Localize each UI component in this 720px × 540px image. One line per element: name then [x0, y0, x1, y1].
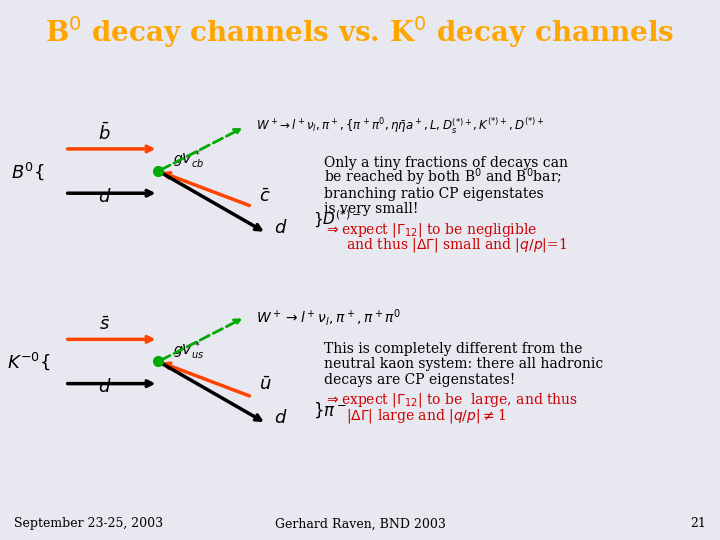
Text: $gV_{cb}^*$: $gV_{cb}^*$	[173, 149, 204, 171]
Text: $\bar{s}$: $\bar{s}$	[99, 316, 110, 334]
Text: $\Rightarrow$expect $|\Gamma_{12}|$ to be negligible: $\Rightarrow$expect $|\Gamma_{12}|$ to b…	[324, 220, 537, 239]
Text: $d$: $d$	[98, 379, 111, 396]
Text: $\bar{b}$: $\bar{b}$	[98, 123, 111, 144]
Text: $W^+\to l^+\nu_l, \pi^+, \pi^+\pi^0$: $W^+\to l^+\nu_l, \pi^+, \pi^+\pi^0$	[256, 307, 401, 328]
Text: B$^0$ decay channels vs. K$^0$ decay channels: B$^0$ decay channels vs. K$^0$ decay cha…	[45, 15, 675, 50]
Text: Only a tiny fractions of decays can: Only a tiny fractions of decays can	[324, 156, 568, 170]
Text: Gerhard Raven, BND 2003: Gerhard Raven, BND 2003	[274, 517, 446, 530]
Text: $K^{-0}\{$: $K^{-0}\{$	[7, 350, 50, 372]
Text: $d$: $d$	[274, 409, 287, 428]
Text: $\}\pi^-$: $\}\pi^-$	[313, 401, 347, 420]
Text: $B^0\{$: $B^0\{$	[11, 160, 44, 182]
Text: $W^+\!\to l^+\nu_l, \pi^+, \{\pi^+\pi^0, \eta\bar{\eta}a^+, L, D_s^{(*)+}, K^{(*: $W^+\!\to l^+\nu_l, \pi^+, \{\pi^+\pi^0,…	[256, 117, 544, 137]
Text: $d$: $d$	[274, 219, 287, 237]
Text: $\Rightarrow$expect $|\Gamma_{12}|$ to be  large, and thus: $\Rightarrow$expect $|\Gamma_{12}|$ to b…	[324, 391, 578, 409]
Text: be reached by both B$^0$ and B$^0$bar;: be reached by both B$^0$ and B$^0$bar;	[324, 166, 562, 188]
Text: neutral kaon system: there all hadronic: neutral kaon system: there all hadronic	[324, 357, 603, 371]
Text: $|\Delta\Gamma|$ large and $|q/p|$$\neq$1: $|\Delta\Gamma|$ large and $|q/p|$$\neq$…	[324, 407, 506, 424]
Text: 21: 21	[690, 517, 706, 530]
Text: $d$: $d$	[98, 188, 111, 206]
Text: $\}D^{(*)-}$: $\}D^{(*)-}$	[313, 209, 361, 231]
Text: $gV_{us}^*$: $gV_{us}^*$	[173, 339, 204, 362]
Text: branching ratio CP eigenstates: branching ratio CP eigenstates	[324, 187, 544, 201]
Text: and thus $|\Delta\Gamma|$ small and $|q/p|$=1: and thus $|\Delta\Gamma|$ small and $|q/…	[324, 236, 567, 254]
Text: This is completely different from the: This is completely different from the	[324, 342, 582, 356]
Text: September 23-25, 2003: September 23-25, 2003	[14, 517, 163, 530]
Text: is very small!: is very small!	[324, 202, 418, 216]
Text: decays are CP eigenstates!: decays are CP eigenstates!	[324, 373, 516, 387]
Text: $\bar{c}$: $\bar{c}$	[259, 188, 271, 206]
Text: $\bar{u}$: $\bar{u}$	[259, 376, 271, 394]
